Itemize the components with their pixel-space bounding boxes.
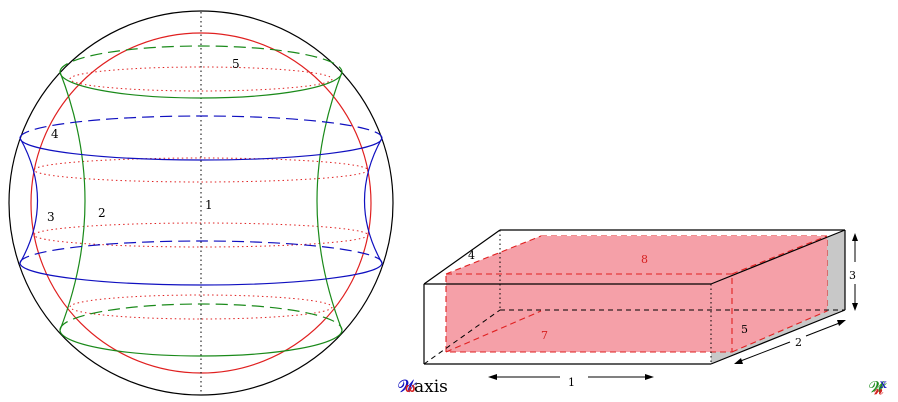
- overlay-glyph: 𝓦: [398, 377, 417, 397]
- box-edges: [423, 229, 846, 365]
- box-label-5: 5: [741, 323, 748, 336]
- blue-top-ellipse-back: [19, 115, 383, 139]
- pink-region-slab-top: [446, 236, 827, 274]
- green-bottom-ellipse-back: [59, 303, 343, 331]
- blue-left-curve: [19, 137, 39, 264]
- blue-bottom-ellipse-back: [19, 240, 383, 264]
- sphere-label-5: 5: [232, 57, 240, 71]
- red-dotted-ellipse: [33, 157, 369, 183]
- green-top-ellipse-back: [59, 45, 343, 73]
- blue-hyperboloid: [19, 115, 383, 286]
- red-dotted-ellipse: [69, 66, 333, 92]
- green-top-ellipse-front: [59, 71, 343, 99]
- red-dotted-ellipse: [69, 294, 333, 320]
- box-label-3: 3: [849, 269, 856, 282]
- axis-caption-left: 𝓦 𝛚 axis: [398, 377, 448, 397]
- green-left-curve: [59, 71, 86, 331]
- box-label-8: 8: [641, 253, 648, 266]
- box-diagram: 1 2 3 4 5 7 8: [423, 229, 858, 389]
- green-bottom-ellipse-front: [59, 329, 343, 357]
- sphere-label-1: 1: [205, 198, 213, 212]
- outer-sphere: [8, 10, 394, 396]
- sphere-label-2: 2: [98, 206, 106, 220]
- overlay-glyph: 𝛚: [405, 381, 415, 396]
- sphere-diagram: 1 2 3 4 5: [8, 10, 394, 396]
- box-label-1: 1: [568, 376, 575, 389]
- overlay-glyphs-right: 𝓦 𝓷 x: [869, 377, 887, 398]
- axis-caption: axis: [414, 377, 448, 397]
- box-hidden-edges: [423, 230, 845, 365]
- dimension-arrows: [488, 233, 858, 380]
- sphere-label-4: 4: [51, 127, 59, 141]
- pink-edge: [731, 235, 828, 275]
- overlay-glyph: 𝓦: [869, 377, 887, 396]
- blue-right-curve: [363, 137, 383, 264]
- pink-edge: [445, 235, 542, 275]
- blue-bottom-ellipse-front: [19, 262, 383, 286]
- green-hyperboloid: [59, 45, 343, 357]
- green-right-curve: [316, 71, 343, 331]
- overlay-glyph: x: [880, 377, 887, 391]
- pink-edge: [445, 310, 542, 353]
- box-label-4: 4: [468, 249, 475, 262]
- box-label-7: 7: [541, 329, 548, 342]
- overlay-glyph: 𝓷: [874, 380, 884, 397]
- sphere-label-3: 3: [47, 210, 55, 224]
- blue-top-ellipse-front: [19, 137, 383, 161]
- pink-edge: [731, 310, 828, 353]
- red-dotted-ellipse: [33, 222, 369, 248]
- pink-region-7: [445, 273, 733, 353]
- box-label-2: 2: [795, 336, 802, 349]
